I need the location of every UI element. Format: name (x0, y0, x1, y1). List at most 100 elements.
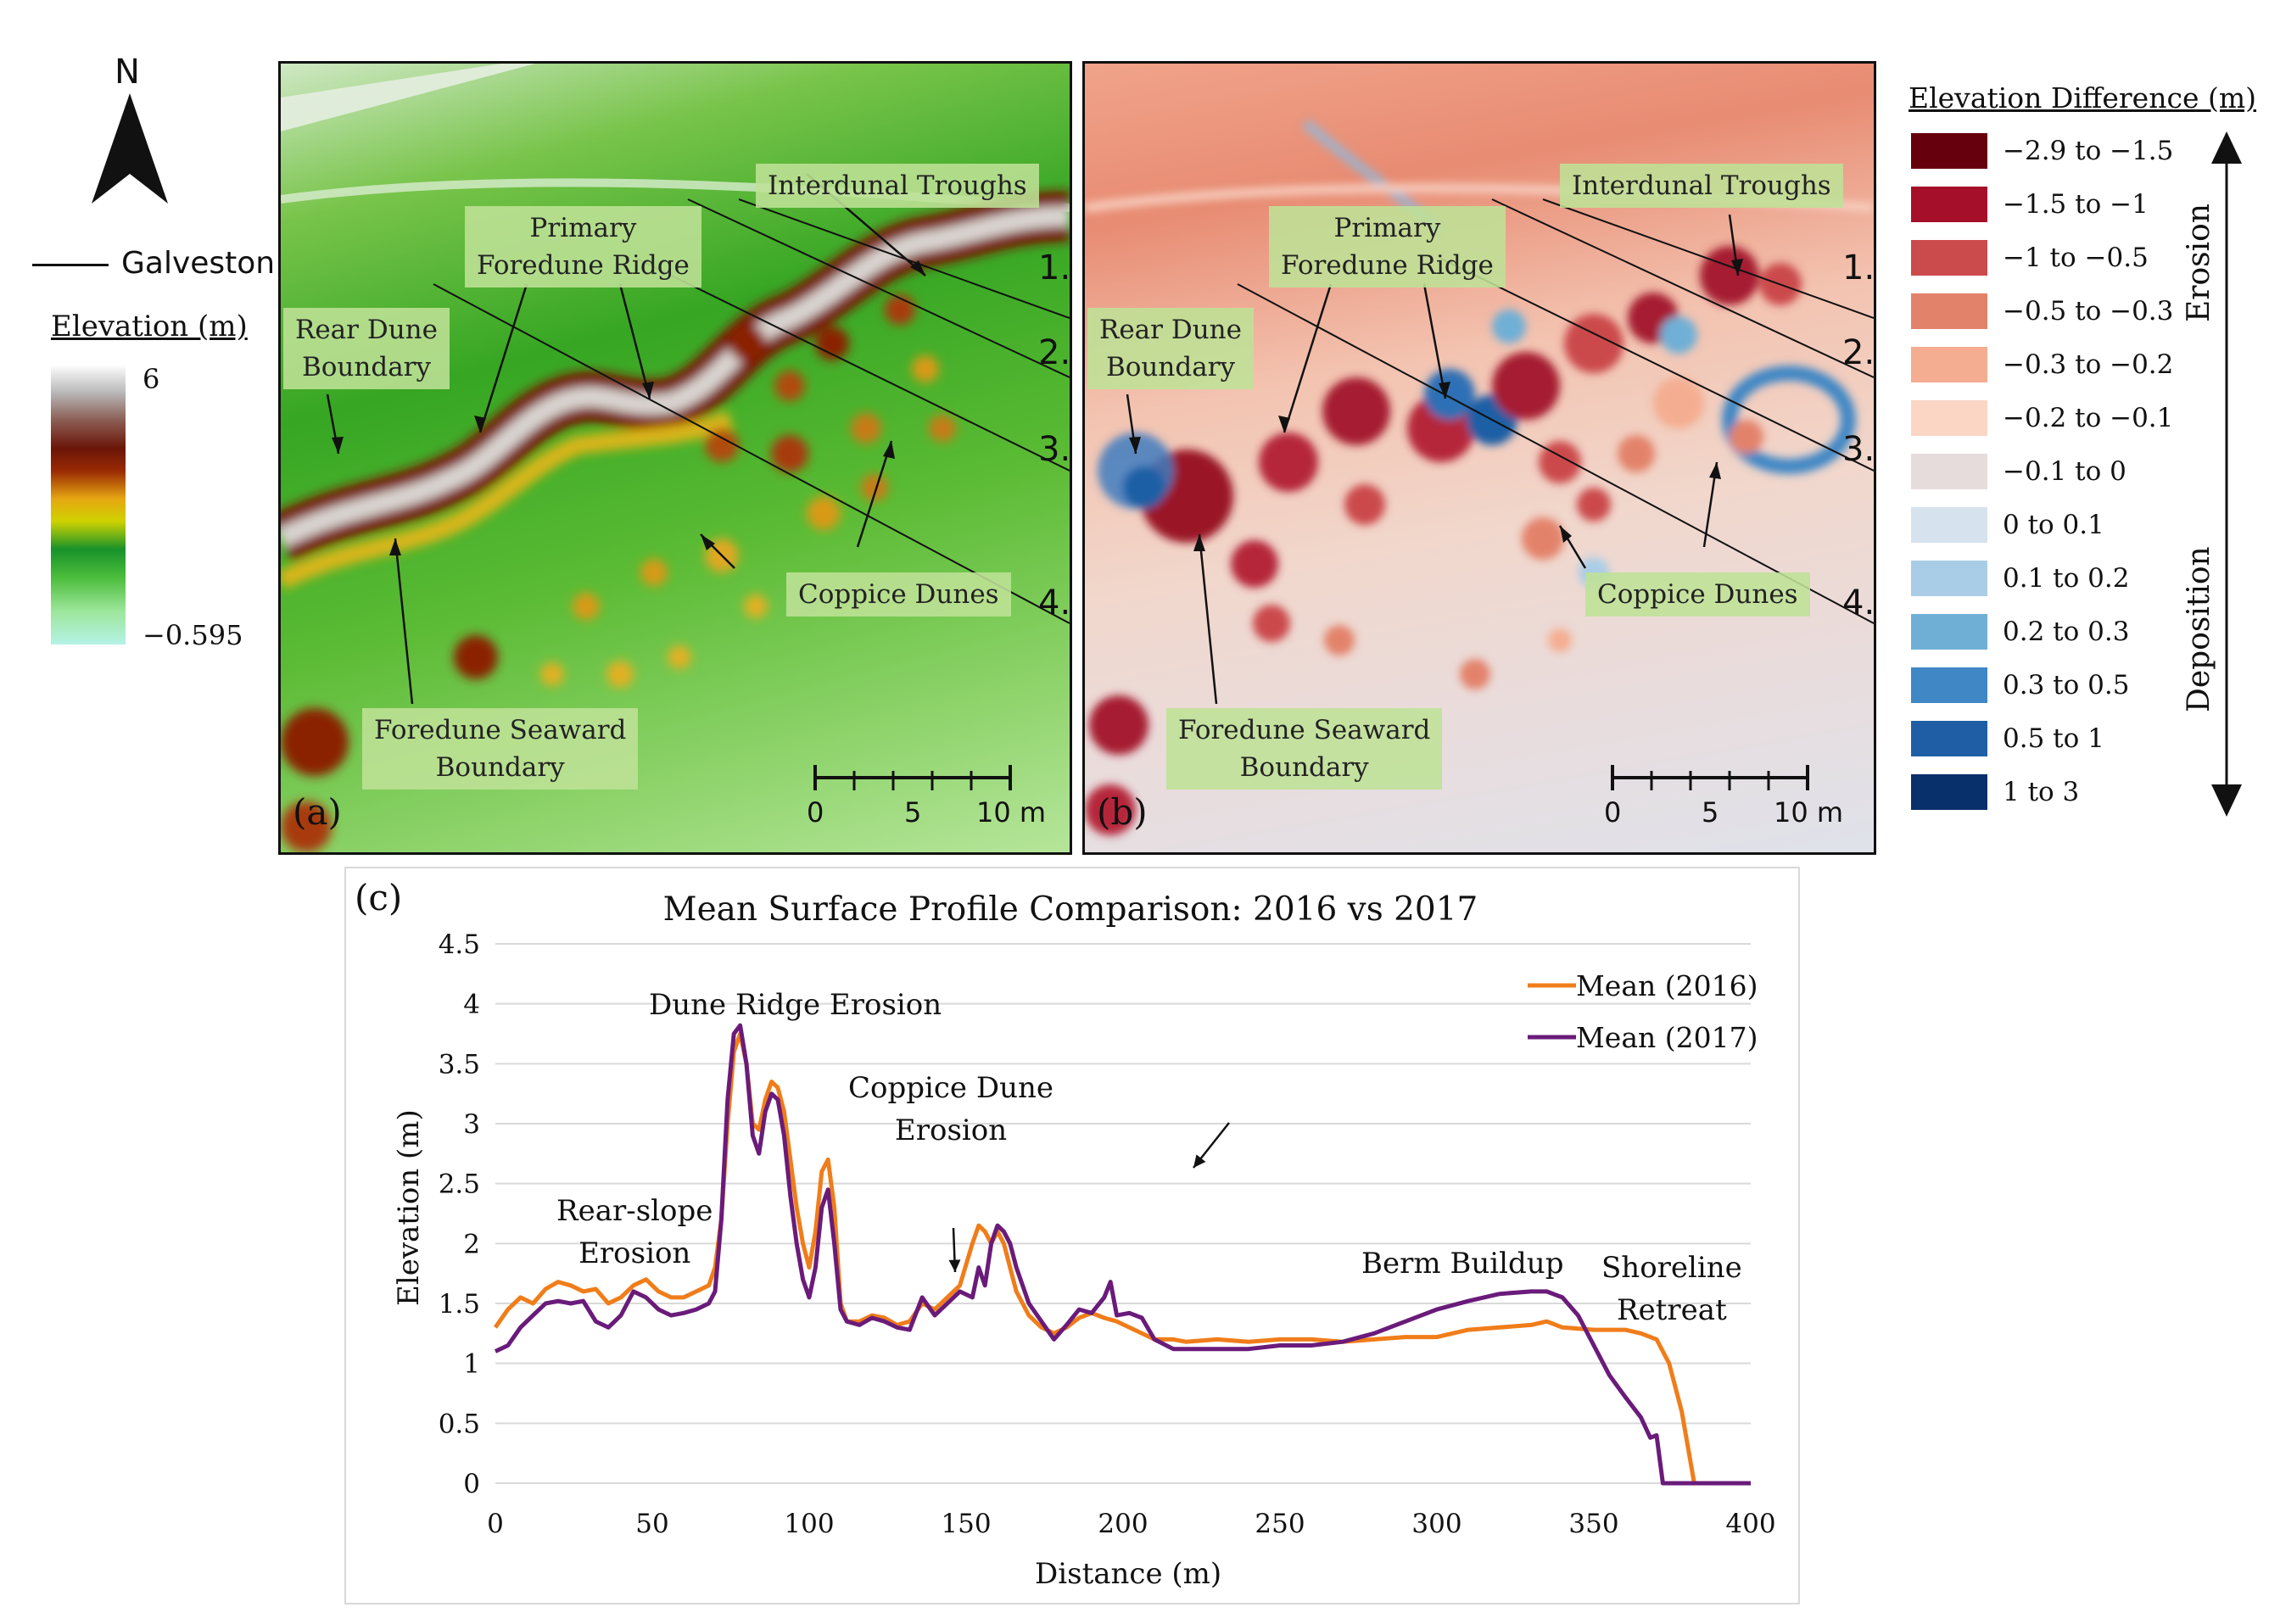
diff-legend-item: −0.5 to −0.3 (1911, 293, 2250, 332)
deposition-label: Deposition (2182, 538, 2216, 721)
elevation-min-label: −0.595 (143, 619, 243, 651)
elevation-legend-title: Elevation (m) (51, 310, 248, 343)
panel-a-scale-tick-10: 10 m (976, 796, 1047, 829)
diff-legend-item: −2.9 to −1.5 (1911, 133, 2250, 172)
diff-legend-label: −0.3 to −0.2 (2003, 349, 2174, 380)
y-tick-label: 1.5 (439, 1289, 480, 1320)
diff-legend-swatch (1911, 400, 1987, 436)
diff-legend-title: Elevation Difference (m) (1909, 81, 2257, 114)
panel-a-profile-2: 2. (1038, 333, 1071, 372)
panel-b-profile-3: 3. (1842, 430, 1875, 469)
panel-b-tag-rear-dune-boundary: Rear Dune Boundary (1087, 308, 1254, 389)
north-label: N (115, 53, 140, 92)
diff-legend-label: 0 to 0.1 (2003, 510, 2104, 540)
diff-legend-swatch (1911, 774, 1987, 810)
annotation-arrowhead (948, 1259, 961, 1272)
chart-title: Mean Surface Profile Comparison: 2016 vs… (662, 890, 1478, 929)
panel-c-chart-frame (344, 867, 1800, 1604)
diff-legend-item: 0.5 to 1 (1911, 721, 2250, 760)
diff-legend-item: 1 to 3 (1911, 774, 2250, 813)
diff-legend-swatch (1911, 561, 1987, 596)
panel-b-profile-4: 4. (1842, 583, 1875, 622)
y-tick-label: 2.5 (439, 1169, 480, 1200)
y-tick-label: 3 (463, 1109, 480, 1140)
panel-b-profile-2: 2. (1842, 333, 1875, 372)
diff-legend-item: −0.2 to −0.1 (1911, 400, 2250, 439)
y-tick-label: 2 (463, 1229, 480, 1259)
diff-legend-item: 0.3 to 0.5 (1911, 667, 2250, 706)
erosion-deposition-arrow-icon (2211, 131, 2242, 817)
x-tick-label: 350 (1568, 1509, 1618, 1539)
galveston-label: Galveston (121, 246, 276, 281)
annotation-shoreline-retreat: Shoreline Retreat (1601, 1251, 1742, 1327)
panel-c-label: (c) (355, 877, 403, 918)
diff-legend-label: −0.5 to −0.3 (2003, 296, 2174, 326)
annotation-rear-slope-erosion: Rear-slope Erosion (556, 1194, 713, 1270)
legend-entry-2017: Mean (2017) (1576, 1021, 1758, 1054)
diff-legend-item: −1 to −0.5 (1911, 240, 2250, 279)
annotation-dune-ridge-erosion: Dune Ridge Erosion (649, 988, 942, 1022)
panel-a-scale-tick-0: 0 (807, 796, 824, 829)
diff-legend-swatch (1911, 454, 1987, 489)
panel-a-scale-tick-5: 5 (904, 796, 922, 829)
panel-a-label: (a) (293, 791, 342, 833)
diff-legend-label: −0.2 to −0.1 (2003, 403, 2174, 433)
diff-legend-swatch (1911, 293, 1987, 329)
panel-a-tag-interdunal-troughs: Interdunal Troughs (756, 164, 1039, 208)
diff-legend-label: −1.5 to −1 (2003, 189, 2149, 220)
panel-a-profile-1: 1. (1038, 248, 1071, 287)
panel-a-tag-rear-dune-boundary: Rear Dune Boundary (283, 308, 450, 389)
diff-legend-swatch (1911, 667, 1987, 703)
elevation-color-ramp (51, 365, 126, 645)
legend-entry-2016: Mean (2016) (1576, 969, 1758, 1002)
galveston-line (32, 264, 109, 266)
x-tick-label: 150 (941, 1509, 991, 1539)
diff-legend-item: −0.3 to −0.2 (1911, 347, 2250, 386)
panel-a-scale-bar: 0 5 10 m (802, 761, 1046, 837)
panel-b-tag-interdunal-troughs: Interdunal Troughs (1560, 164, 1843, 208)
erosion-label: Erosion (2182, 194, 2216, 331)
chart-x-axis-label: Distance (m) (1035, 1557, 1222, 1591)
diff-legend-label: 0.1 to 0.2 (2003, 563, 2130, 594)
panel-a-tag-foredune-seaward-boundary: Foredune Seaward Boundary (362, 708, 639, 790)
diff-legend-label: −2.9 to −1.5 (2003, 136, 2174, 166)
x-tick-label: 50 (635, 1509, 668, 1539)
y-tick-label: 1 (463, 1349, 480, 1380)
diff-legend-label: 0.2 to 0.3 (2003, 617, 2130, 647)
profile-line-chart: 0 0.5 1 1.5 2 2.5 3 3.5 4 4.5 0 50 100 150 200 250 300 35… (439, 929, 1776, 1539)
series-line-2017 (494, 1023, 1751, 1486)
diff-legend-swatch (1911, 133, 1987, 169)
panel-b-scale-tick-5: 5 (1702, 796, 1719, 829)
panel-b-tag-primary-foredune-ridge: Primary Foredune Ridge (1269, 206, 1506, 287)
y-tick-label: 3.5 (439, 1049, 480, 1080)
panel-b-tag-coppice-dunes: Coppice Dunes (1585, 572, 1810, 617)
diff-legend-item: 0 to 0.1 (1911, 507, 2250, 546)
diff-legend-label: −0.1 to 0 (2003, 456, 2126, 487)
annotation-arrowhead (1193, 1154, 1206, 1168)
panel-b-scale-tick-0: 0 (1604, 796, 1622, 829)
north-arrow-icon (92, 93, 168, 204)
x-tick-label: 300 (1411, 1509, 1461, 1539)
panel-b-tag-foredune-seaward-boundary: Foredune Seaward Boundary (1166, 708, 1443, 790)
panel-b-terrain (1085, 119, 1874, 835)
diff-legend-label: 1 to 3 (2003, 777, 2080, 807)
panel-a-tag-primary-foredune-ridge: Primary Foredune Ridge (465, 206, 701, 287)
annotation-berm-buildup: Berm Buildup (1361, 1247, 1564, 1281)
x-tick-label: 200 (1098, 1509, 1148, 1539)
diff-legend-swatch (1911, 721, 1987, 756)
diff-legend-swatch (1911, 347, 1987, 382)
diff-legend-item: −1.5 to −1 (1911, 187, 2250, 226)
panel-b-label: (b) (1097, 791, 1148, 833)
panel-b-difference-map: Interdunal Troughs Primary Foredune Ridg… (1082, 61, 1876, 855)
x-tick-label: 250 (1255, 1509, 1305, 1539)
x-tick-label: 100 (784, 1509, 834, 1539)
elevation-max-label: 6 (143, 363, 160, 395)
panel-b-profile-1: 1. (1842, 248, 1875, 287)
diff-legend-swatch (1911, 507, 1987, 543)
x-tick-label: 400 (1725, 1509, 1775, 1539)
panel-a-elevation-map: Interdunal Troughs Primary Foredune Ridg… (278, 61, 1072, 855)
y-tick-label: 0.5 (439, 1409, 480, 1439)
annotation-coppice-dune-erosion: Coppice Dune Erosion (848, 1071, 1054, 1147)
x-tick-label: 0 (487, 1509, 504, 1539)
panel-a-profile-3: 3. (1038, 430, 1071, 469)
